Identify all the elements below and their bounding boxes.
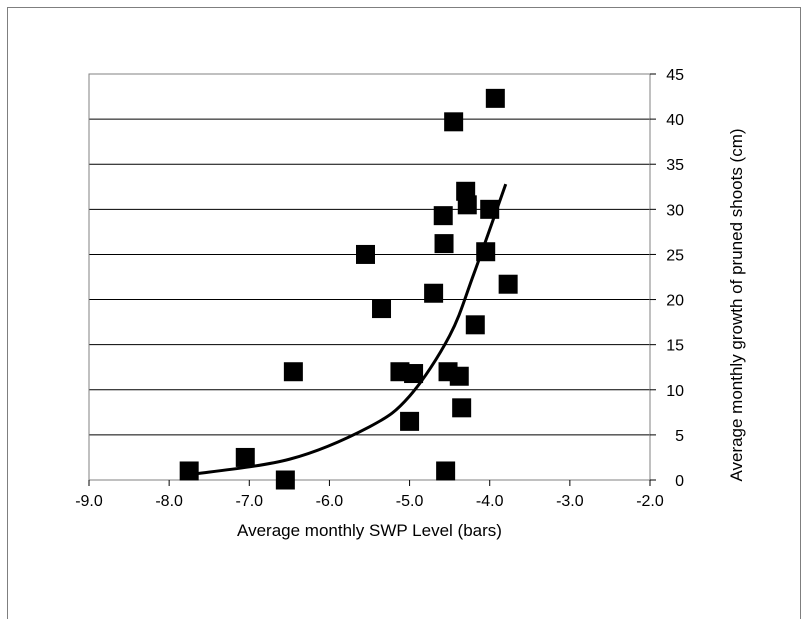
x-tick-label: -5.0 bbox=[396, 493, 424, 510]
data-point bbox=[480, 199, 500, 219]
data-point bbox=[372, 299, 392, 319]
chart-frame: -9.0 -8.0 -7.0 -6.0 -5.0 -4.0 -3.0 -2.0 0 5 10 15 2… bbox=[7, 7, 801, 619]
y-tick-label: 15 bbox=[666, 338, 684, 355]
data-point bbox=[400, 411, 420, 431]
y-tick-label: 25 bbox=[666, 247, 684, 264]
data-point bbox=[498, 274, 518, 294]
x-axis: -9.0 -8.0 -7.0 -6.0 -5.0 -4.0 -3.0 -2.0 bbox=[75, 480, 664, 510]
y-tick-label: 5 bbox=[675, 428, 684, 445]
data-point bbox=[424, 283, 444, 303]
data-point bbox=[355, 244, 375, 264]
y-tick-label: 35 bbox=[666, 157, 684, 174]
x-tick-label: -9.0 bbox=[75, 493, 103, 510]
data-point bbox=[434, 234, 454, 254]
x-tick-label: -3.0 bbox=[556, 493, 584, 510]
data-point bbox=[436, 461, 456, 481]
data-point bbox=[275, 470, 295, 490]
y-tick-label: 0 bbox=[675, 473, 684, 490]
x-tick-label: -2.0 bbox=[636, 493, 664, 510]
y-tick-label: 10 bbox=[666, 383, 684, 400]
data-point bbox=[452, 398, 472, 418]
y-tick-label: 30 bbox=[666, 202, 684, 219]
y-tick-label: 45 bbox=[666, 67, 684, 84]
data-point bbox=[444, 112, 464, 132]
scatter-chart: -9.0 -8.0 -7.0 -6.0 -5.0 -4.0 -3.0 -2.0 0 5 10 15 2… bbox=[75, 67, 746, 540]
data-point bbox=[485, 88, 505, 108]
y-tick-label: 40 bbox=[666, 112, 684, 129]
data-point bbox=[179, 461, 199, 481]
y-axis-label: Average monthly growth of pruned shoots … bbox=[727, 128, 746, 481]
plot-area bbox=[88, 73, 651, 481]
data-point bbox=[457, 195, 477, 215]
x-tick-label: -8.0 bbox=[155, 493, 183, 510]
x-tick-label: -6.0 bbox=[316, 493, 344, 510]
data-point bbox=[476, 242, 496, 262]
data-point bbox=[235, 447, 255, 467]
x-axis-label: Average monthly SWP Level (bars) bbox=[237, 521, 502, 540]
x-tick-label: -4.0 bbox=[476, 493, 504, 510]
data-point bbox=[404, 364, 424, 384]
y-axis: 0 5 10 15 20 25 30 35 40 45 bbox=[650, 67, 684, 490]
grid-lines bbox=[89, 73, 650, 481]
x-tick-label: -7.0 bbox=[235, 493, 263, 510]
data-point bbox=[283, 362, 303, 382]
y-tick-label: 20 bbox=[666, 293, 684, 310]
data-point bbox=[465, 315, 485, 335]
data-points bbox=[179, 88, 518, 490]
trend-line bbox=[188, 183, 508, 477]
data-point bbox=[433, 206, 453, 226]
data-point bbox=[449, 366, 469, 386]
